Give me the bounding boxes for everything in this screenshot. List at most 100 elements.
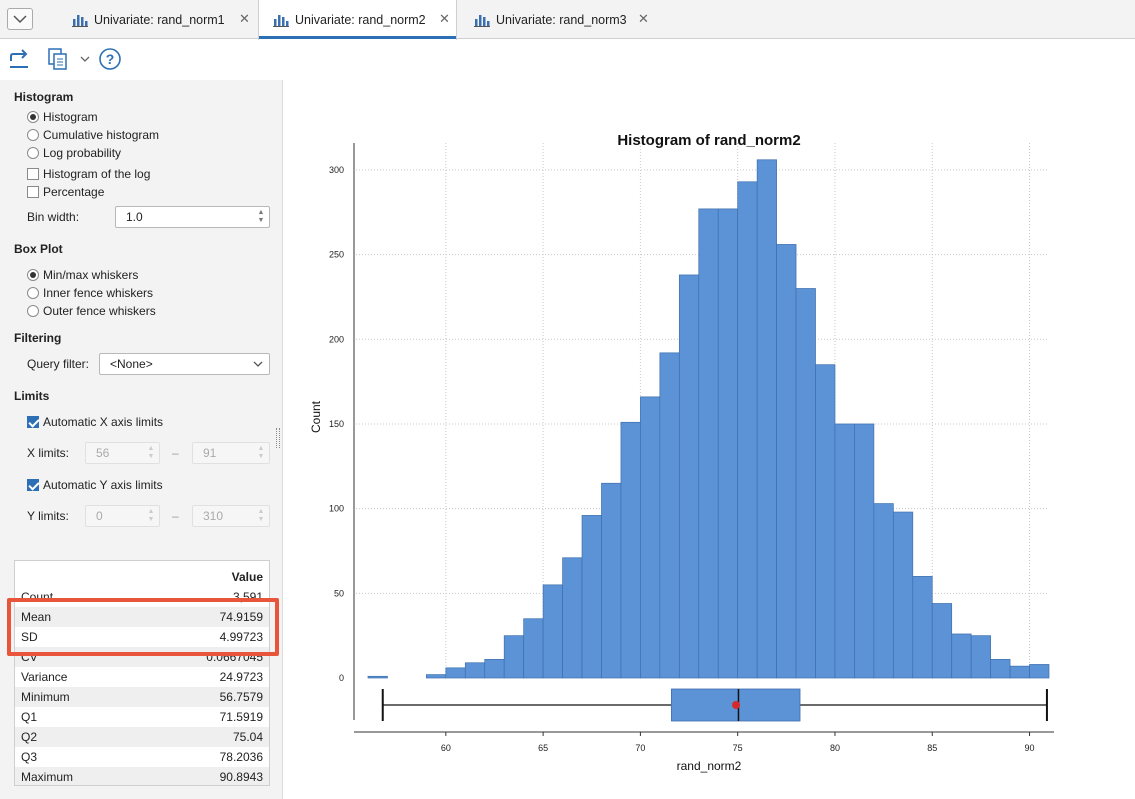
x-max-input[interactable]: 91 ▲ ▼: [192, 442, 270, 464]
tab-label: Univariate: rand_norm1: [94, 12, 225, 27]
tab-list-dropdown-button[interactable]: [7, 8, 33, 30]
radio-minmax-whiskers[interactable]: Min/max whiskers: [27, 268, 138, 282]
histogram-chart: 0 50 100 150 200 250 300 60 65 70 75 80 85 90 Histogr…: [309, 132, 1054, 773]
close-icon[interactable]: ✕: [638, 11, 649, 26]
boxplot-section-title: Box Plot: [14, 242, 63, 256]
value-column-header: Value: [231, 570, 263, 584]
radio-inner-fence-whiskers[interactable]: Inner fence whiskers: [27, 286, 153, 300]
radio-label: Min/max whiskers: [43, 268, 139, 282]
table-row: Maximum 90.8943: [15, 767, 269, 785]
help-icon: ?: [99, 48, 121, 70]
histogram-bar: [737, 181, 758, 679]
histogram-bar: [756, 159, 777, 679]
y-min-input[interactable]: 0 ▲ ▼: [85, 505, 160, 527]
table-row: Minimum 56.7579: [15, 687, 269, 707]
tab-rand-norm3[interactable]: Univariate: rand_norm3 ✕: [460, 0, 660, 39]
copy-icon: [48, 48, 67, 70]
spin-buttons[interactable]: ▲ ▼: [257, 209, 265, 224]
copy-options-dropdown[interactable]: [78, 52, 92, 66]
histogram-bar: [717, 208, 739, 679]
histogram-bar: [834, 423, 855, 679]
histogram-bar: [698, 208, 719, 679]
help-button[interactable]: ?: [97, 46, 123, 72]
tab-rand-norm1[interactable]: Univariate: rand_norm1 ✕: [58, 0, 258, 39]
radio-label: Cumulative histogram: [43, 128, 160, 142]
histogram-bar: [523, 618, 544, 679]
stat-value: 74.9159: [219, 610, 263, 624]
panel-splitter-handle[interactable]: [276, 428, 280, 448]
tab-label: Univariate: rand_norm3: [496, 12, 627, 27]
x-min-input[interactable]: 56 ▲ ▼: [85, 442, 160, 464]
chart-area: 0 50 100 150 200 250 300 60 65 70 75 80 85 90 Histogr…: [282, 80, 1135, 799]
chart-title: Histogram of rand_norm2: [617, 132, 800, 149]
x-tick-label: 90: [1025, 743, 1035, 753]
limits-section-title: Limits: [14, 389, 50, 403]
histogram-bar: [542, 584, 563, 679]
tab-label: Univariate: rand_norm2: [295, 13, 426, 27]
histogram-section-title: Histogram: [14, 90, 74, 104]
copy-button[interactable]: [44, 46, 72, 72]
histogram-bar: [776, 244, 797, 679]
radio-label: Log probability: [43, 146, 122, 160]
radio-label: Histogram: [43, 110, 98, 124]
table-row: Q2 75.04: [15, 727, 269, 747]
checkbox-auto-x-limits[interactable]: Automatic X axis limits: [27, 415, 163, 429]
radio-histogram[interactable]: Histogram: [27, 110, 98, 124]
export-arrow-icon: [10, 49, 28, 68]
close-icon[interactable]: ✕: [439, 11, 450, 26]
y-axis-label: Count: [309, 400, 323, 433]
histogram-bar: [678, 274, 700, 679]
chevron-down-icon: [80, 56, 90, 62]
radio-cumulative-histogram[interactable]: Cumulative histogram: [27, 128, 159, 142]
radio-indicator: [27, 287, 39, 299]
radio-log-probability[interactable]: Log probability: [27, 146, 121, 160]
x-limits-label: X limits:: [27, 446, 69, 460]
histogram-bar: [581, 515, 602, 679]
radio-label: Outer fence whiskers: [43, 304, 156, 318]
histogram-bar: [873, 503, 894, 679]
close-icon[interactable]: ✕: [239, 11, 250, 26]
histogram-bar: [562, 557, 583, 679]
histogram-bar: [970, 635, 991, 679]
y-tick-label: 50: [334, 588, 344, 598]
histogram-bars: [367, 159, 1050, 679]
tick-labels: 0 50 100 150 200 250 300 60 65 70 75 80 85 90: [329, 165, 1035, 753]
histogram-bar: [912, 576, 933, 679]
histogram-bar: [601, 482, 622, 679]
checkbox-auto-y-limits[interactable]: Automatic Y axis limits: [27, 478, 163, 492]
histogram-bar: [892, 511, 914, 679]
histogram-bar: [464, 662, 486, 679]
checkbox-label: Histogram of the log: [43, 167, 151, 181]
stat-name: Q3: [21, 750, 38, 764]
bin-width-input[interactable]: 1.0 ▲ ▼: [115, 206, 270, 228]
radio-indicator: [27, 305, 39, 317]
box-plot: [381, 688, 1048, 722]
bin-width-label: Bin width:: [27, 210, 80, 224]
radio-outer-fence-whiskers[interactable]: Outer fence whiskers: [27, 304, 156, 318]
y-tick-label: 200: [329, 334, 344, 344]
histogram-bar: [931, 603, 953, 679]
radio-indicator: [27, 269, 39, 281]
x-tick-label: 80: [830, 743, 840, 753]
stat-name: Minimum: [21, 690, 70, 704]
checkbox-percentage[interactable]: Percentage: [27, 185, 104, 199]
x-tick-label: 65: [538, 743, 548, 753]
checkbox-indicator: [27, 416, 39, 428]
checkbox-label: Automatic Y axis limits: [43, 478, 163, 492]
svg-text:?: ?: [106, 51, 115, 67]
bin-width-value: 1.0: [126, 210, 143, 224]
range-dash: –: [172, 446, 179, 460]
y-tick-label: 300: [329, 165, 344, 175]
table-row: Variance 24.9723: [15, 667, 269, 687]
histogram-bar: [795, 288, 816, 679]
y-max-input[interactable]: 310 ▲ ▼: [192, 505, 270, 527]
tab-rand-norm2[interactable]: Univariate: rand_norm2 ✕: [258, 0, 457, 40]
stat-value: 4.99723: [219, 630, 263, 644]
checkbox-histogram-of-log[interactable]: Histogram of the log: [27, 167, 150, 181]
chevron-down-icon: [13, 15, 27, 24]
query-filter-select[interactable]: <None>: [99, 353, 270, 375]
histogram-bar: [854, 423, 875, 679]
radio-label: Inner fence whiskers: [43, 286, 154, 300]
export-button[interactable]: [6, 46, 34, 72]
y-tick-label: 150: [329, 419, 344, 429]
